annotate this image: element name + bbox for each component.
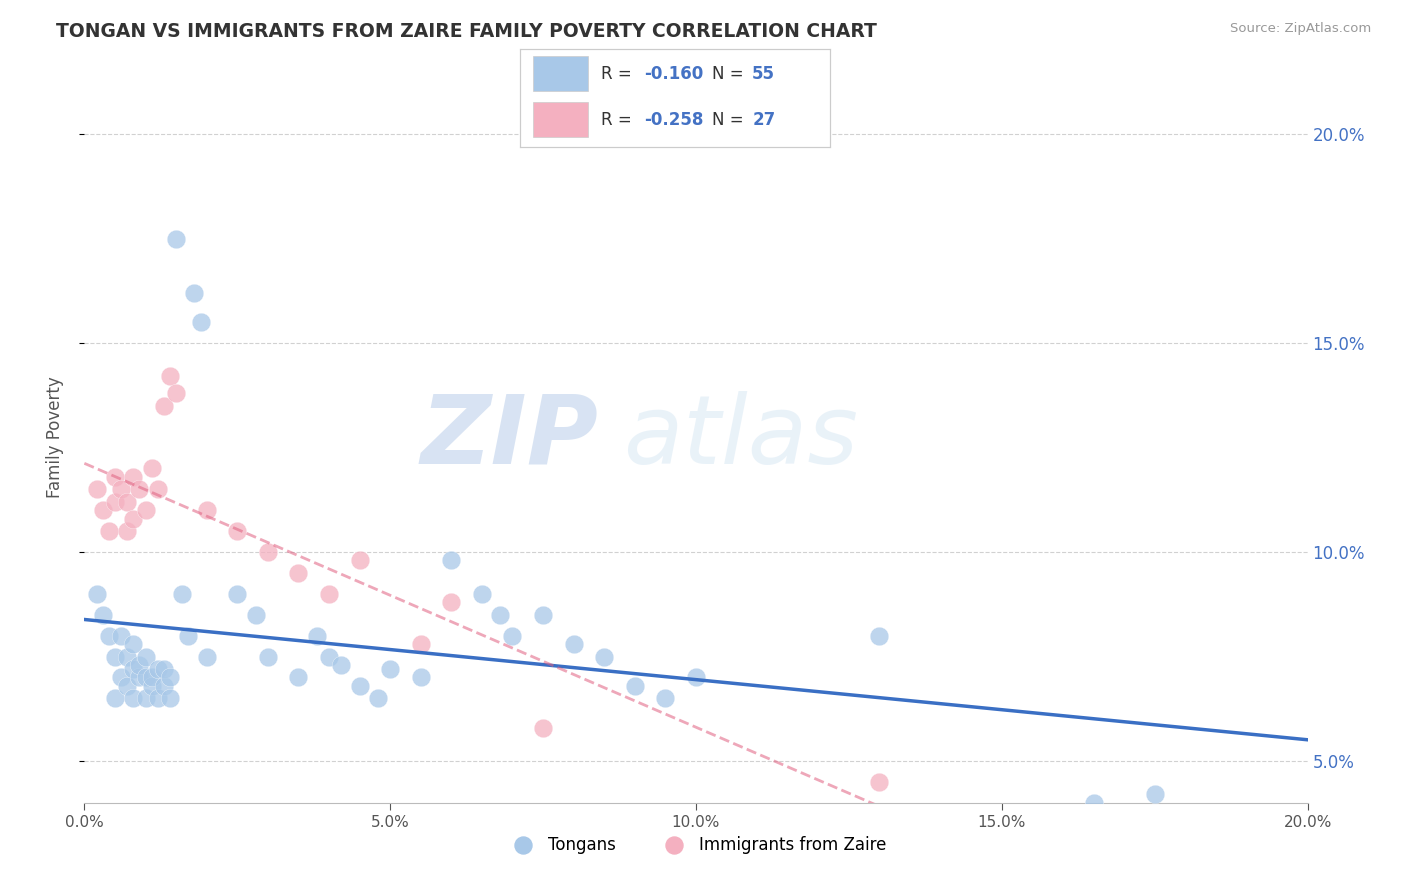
Y-axis label: Family Poverty: Family Poverty xyxy=(45,376,63,498)
Point xyxy=(502,629,524,643)
Point xyxy=(153,399,176,413)
Point xyxy=(110,483,132,497)
Text: 27: 27 xyxy=(752,111,776,128)
Point xyxy=(146,662,169,676)
Point xyxy=(146,483,169,497)
Legend: Tongans, Immigrants from Zaire: Tongans, Immigrants from Zaire xyxy=(499,829,893,860)
Text: atlas: atlas xyxy=(623,391,858,483)
Point xyxy=(318,587,340,601)
Point xyxy=(195,503,218,517)
Point xyxy=(122,511,145,525)
Point xyxy=(531,721,554,735)
Point xyxy=(115,495,138,509)
Point xyxy=(97,629,120,643)
Point xyxy=(104,470,127,484)
Point xyxy=(257,649,280,664)
Text: R =: R = xyxy=(600,111,637,128)
Point xyxy=(110,629,132,643)
Point xyxy=(287,670,309,684)
Point xyxy=(409,637,432,651)
Point xyxy=(115,679,138,693)
Point xyxy=(122,637,145,651)
Point xyxy=(159,670,181,684)
Point xyxy=(91,503,114,517)
Point xyxy=(624,679,647,693)
Point xyxy=(869,775,891,789)
Point xyxy=(141,461,163,475)
Point xyxy=(165,231,187,245)
Point xyxy=(257,545,280,559)
Text: -0.160: -0.160 xyxy=(644,64,703,83)
Point xyxy=(489,607,512,622)
Point xyxy=(685,670,707,684)
Point xyxy=(330,657,353,672)
Text: Source: ZipAtlas.com: Source: ZipAtlas.com xyxy=(1230,22,1371,36)
Text: TONGAN VS IMMIGRANTS FROM ZAIRE FAMILY POVERTY CORRELATION CHART: TONGAN VS IMMIGRANTS FROM ZAIRE FAMILY P… xyxy=(56,22,877,41)
Text: N =: N = xyxy=(711,111,749,128)
Point xyxy=(104,649,127,664)
Point xyxy=(195,649,218,664)
Point xyxy=(115,524,138,538)
Point xyxy=(349,679,371,693)
Point xyxy=(245,607,267,622)
Bar xyxy=(533,102,588,137)
Point xyxy=(141,670,163,684)
Point xyxy=(562,637,585,651)
Text: 55: 55 xyxy=(752,64,775,83)
Point xyxy=(165,386,187,401)
Point xyxy=(146,691,169,706)
Point xyxy=(593,649,616,664)
Point xyxy=(471,587,494,601)
Point xyxy=(104,691,127,706)
Point xyxy=(367,691,389,706)
Point xyxy=(135,503,157,517)
Point xyxy=(115,649,138,664)
Point xyxy=(654,691,676,706)
Point xyxy=(128,483,150,497)
Point xyxy=(86,587,108,601)
Point xyxy=(305,629,328,643)
Point xyxy=(349,553,371,567)
Point xyxy=(122,691,145,706)
Point xyxy=(380,662,402,676)
Point xyxy=(177,629,200,643)
Point xyxy=(110,670,132,684)
Point xyxy=(1083,796,1105,810)
Point xyxy=(135,691,157,706)
Point xyxy=(97,524,120,538)
Text: ZIP: ZIP xyxy=(420,391,598,483)
Point xyxy=(183,285,205,300)
Point xyxy=(86,483,108,497)
Bar xyxy=(533,56,588,91)
Point xyxy=(159,369,181,384)
Point xyxy=(153,662,176,676)
Point xyxy=(531,607,554,622)
Point xyxy=(122,662,145,676)
Point xyxy=(135,649,157,664)
Point xyxy=(190,315,212,329)
Point xyxy=(159,691,181,706)
Point xyxy=(135,670,157,684)
Point xyxy=(869,629,891,643)
Point xyxy=(226,587,249,601)
Point xyxy=(91,607,114,622)
Point xyxy=(172,587,194,601)
Point xyxy=(1143,788,1166,802)
Point xyxy=(122,470,145,484)
Point xyxy=(128,670,150,684)
Point xyxy=(409,670,432,684)
Point xyxy=(440,595,463,609)
Point xyxy=(141,679,163,693)
Text: -0.258: -0.258 xyxy=(644,111,703,128)
Text: N =: N = xyxy=(711,64,749,83)
Point xyxy=(128,657,150,672)
Point xyxy=(440,553,463,567)
Point xyxy=(318,649,340,664)
Point xyxy=(287,566,309,580)
Text: R =: R = xyxy=(600,64,637,83)
Point xyxy=(153,679,176,693)
Point xyxy=(104,495,127,509)
Point xyxy=(226,524,249,538)
